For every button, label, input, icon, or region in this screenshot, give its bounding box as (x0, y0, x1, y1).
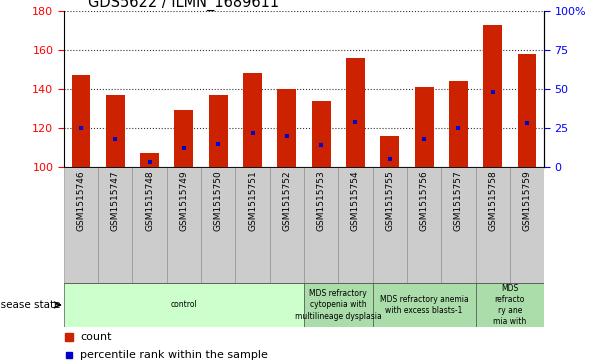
Bar (338, 167, 373, 283)
Bar (346, 58, 365, 167)
Text: GSM1515746: GSM1515746 (77, 171, 86, 231)
Bar (133, 167, 167, 283)
Bar (235, 167, 270, 283)
Text: GSM1515757: GSM1515757 (454, 171, 463, 231)
Bar (140, 153, 159, 167)
Bar (243, 73, 262, 167)
Text: GSM1515756: GSM1515756 (420, 171, 429, 231)
Text: control: control (171, 301, 197, 309)
Bar (201, 167, 235, 283)
Text: GDS5622 / ILMN_1689611: GDS5622 / ILMN_1689611 (88, 0, 279, 11)
Text: percentile rank within the sample: percentile rank within the sample (80, 350, 268, 360)
Bar (209, 95, 227, 167)
Bar (174, 110, 193, 167)
Text: GSM1515753: GSM1515753 (317, 171, 326, 231)
Bar (304, 167, 338, 283)
Text: MDS refractory anemia
with excess blasts-1: MDS refractory anemia with excess blasts… (380, 295, 468, 315)
Bar (441, 167, 475, 283)
Text: GSM1515752: GSM1515752 (282, 171, 291, 231)
Bar (407, 167, 441, 283)
Bar (449, 81, 468, 167)
Text: GSM1515758: GSM1515758 (488, 171, 497, 231)
Bar (98, 167, 133, 283)
Text: disease state: disease state (0, 300, 61, 310)
Text: MDS refractory
cytopenia with
multilineage dysplasia: MDS refractory cytopenia with multilinea… (295, 289, 382, 321)
Bar (106, 95, 125, 167)
Bar (475, 167, 510, 283)
Bar (270, 167, 304, 283)
Bar (373, 283, 475, 327)
Text: MDS
refracto
ry ane
mia with: MDS refracto ry ane mia with (493, 284, 527, 326)
Text: GSM1515759: GSM1515759 (522, 171, 531, 231)
Bar (415, 87, 434, 167)
Bar (517, 54, 536, 167)
Text: GSM1515755: GSM1515755 (385, 171, 394, 231)
Bar (64, 167, 98, 283)
Bar (64, 283, 304, 327)
Bar (72, 75, 91, 167)
Text: GSM1515754: GSM1515754 (351, 171, 360, 231)
Bar (312, 101, 331, 167)
Text: GSM1515748: GSM1515748 (145, 171, 154, 231)
Text: GSM1515751: GSM1515751 (248, 171, 257, 231)
Bar (167, 167, 201, 283)
Bar (483, 25, 502, 167)
Bar (475, 283, 544, 327)
Text: count: count (80, 332, 112, 342)
Bar (277, 89, 296, 167)
Text: GSM1515747: GSM1515747 (111, 171, 120, 231)
Text: GSM1515749: GSM1515749 (179, 171, 188, 231)
Bar (304, 283, 373, 327)
Bar (381, 136, 399, 167)
Bar (373, 167, 407, 283)
Bar (510, 167, 544, 283)
Text: GSM1515750: GSM1515750 (214, 171, 223, 231)
